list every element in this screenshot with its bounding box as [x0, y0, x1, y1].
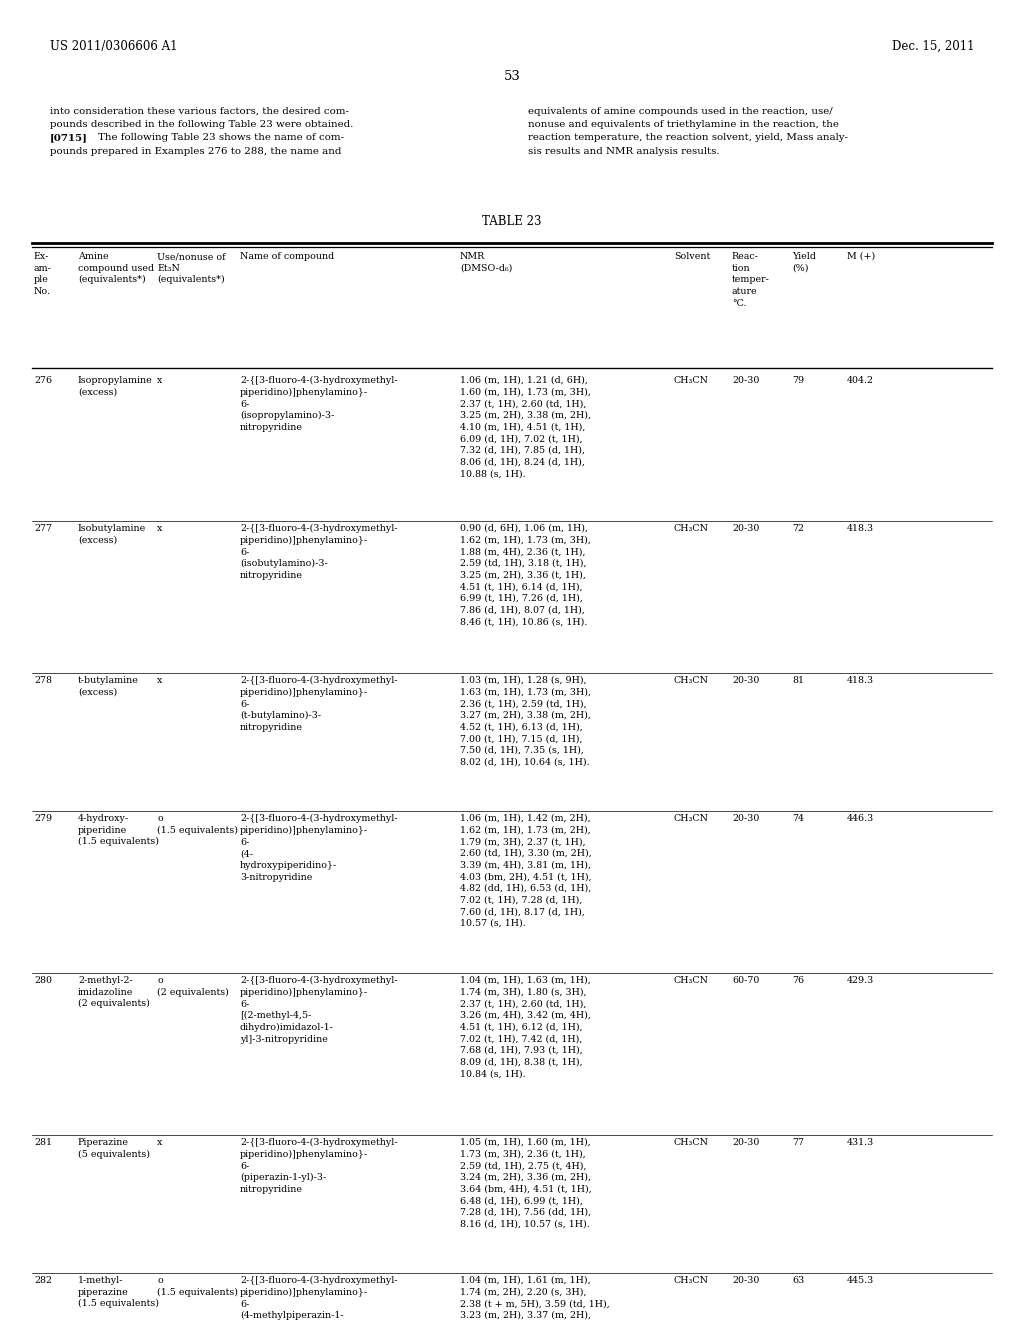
Text: 72: 72	[792, 524, 804, 533]
Text: CH₃CN: CH₃CN	[674, 1276, 709, 1284]
Text: 280: 280	[34, 975, 52, 985]
Text: 77: 77	[792, 1138, 804, 1147]
Text: into consideration these various factors, the desired com-: into consideration these various factors…	[50, 107, 349, 116]
Text: 418.3: 418.3	[847, 676, 874, 685]
Text: 2-{[3-fluoro-4-(3-hydroxymethyl-
piperidino)]phenylamino}-
6-
(4-methylpiperazin: 2-{[3-fluoro-4-(3-hydroxymethyl- piperid…	[240, 1276, 397, 1320]
Text: 1.04 (m, 1H), 1.61 (m, 1H),
1.74 (m, 2H), 2.20 (s, 3H),
2.38 (t + m, 5H), 3.59 (: 1.04 (m, 1H), 1.61 (m, 1H), 1.74 (m, 2H)…	[460, 1276, 609, 1320]
Text: Piperazine
(5 equivalents): Piperazine (5 equivalents)	[78, 1138, 150, 1159]
Text: Use/nonuse of
Et₃N
(equivalents*): Use/nonuse of Et₃N (equivalents*)	[157, 252, 225, 285]
Text: 404.2: 404.2	[847, 376, 874, 385]
Text: 20-30: 20-30	[732, 676, 760, 685]
Text: CH₃CN: CH₃CN	[674, 814, 709, 822]
Text: CH₃CN: CH₃CN	[674, 1138, 709, 1147]
Text: 1.06 (m, 1H), 1.21 (d, 6H),
1.60 (m, 1H), 1.73 (m, 3H),
2.37 (t, 1H), 2.60 (td, : 1.06 (m, 1H), 1.21 (d, 6H), 1.60 (m, 1H)…	[460, 376, 591, 478]
Text: x: x	[157, 524, 163, 533]
Text: CH₃CN: CH₃CN	[674, 975, 709, 985]
Text: sis results and NMR analysis results.: sis results and NMR analysis results.	[528, 147, 720, 156]
Text: Isobutylamine
(excess): Isobutylamine (excess)	[78, 524, 146, 545]
Text: x: x	[157, 676, 163, 685]
Text: 277: 277	[34, 524, 52, 533]
Text: o
(1.5 equivalents): o (1.5 equivalents)	[157, 814, 238, 834]
Text: pounds prepared in Examples 276 to 288, the name and: pounds prepared in Examples 276 to 288, …	[50, 147, 341, 156]
Text: CH₃CN: CH₃CN	[674, 524, 709, 533]
Text: TABLE 23: TABLE 23	[482, 215, 542, 228]
Text: US 2011/0306606 A1: US 2011/0306606 A1	[50, 40, 177, 53]
Text: 2-{[3-fluoro-4-(3-hydroxymethyl-
piperidino)]phenylamino}-
6-
(4-
hydroxypiperid: 2-{[3-fluoro-4-(3-hydroxymethyl- piperid…	[240, 814, 397, 882]
Text: 20-30: 20-30	[732, 524, 760, 533]
Text: 429.3: 429.3	[847, 975, 874, 985]
Text: 1.04 (m, 1H), 1.63 (m, 1H),
1.74 (m, 3H), 1.80 (s, 3H),
2.37 (t, 1H), 2.60 (td, : 1.04 (m, 1H), 1.63 (m, 1H), 1.74 (m, 3H)…	[460, 975, 591, 1078]
Text: Yield
(%): Yield (%)	[792, 252, 816, 273]
Text: o
(1.5 equivalents): o (1.5 equivalents)	[157, 1276, 238, 1296]
Text: Ex-
am-
ple
No.: Ex- am- ple No.	[34, 252, 52, 296]
Text: 76: 76	[792, 975, 804, 985]
Text: 276: 276	[34, 376, 52, 385]
Text: 278: 278	[34, 676, 52, 685]
Text: x: x	[157, 1138, 163, 1147]
Text: Reac-
tion
temper-
ature
°C.: Reac- tion temper- ature °C.	[732, 252, 770, 308]
Text: Isopropylamine
(excess): Isopropylamine (excess)	[78, 376, 153, 396]
Text: Amine
compound used
(equivalents*): Amine compound used (equivalents*)	[78, 252, 155, 285]
Text: 2-{[3-fluoro-4-(3-hydroxymethyl-
piperidino)]phenylamino}-
6-
(isopropylamino)-3: 2-{[3-fluoro-4-(3-hydroxymethyl- piperid…	[240, 376, 397, 432]
Text: equivalents of amine compounds used in the reaction, use/: equivalents of amine compounds used in t…	[528, 107, 833, 116]
Text: 20-30: 20-30	[732, 814, 760, 822]
Text: nonuse and equivalents of triethylamine in the reaction, the: nonuse and equivalents of triethylamine …	[528, 120, 839, 129]
Text: NMR
(DMSO-d₆): NMR (DMSO-d₆)	[460, 252, 512, 273]
Text: 418.3: 418.3	[847, 524, 874, 533]
Text: CH₃CN: CH₃CN	[674, 376, 709, 385]
Text: t-butylamine
(excess): t-butylamine (excess)	[78, 676, 139, 697]
Text: 2-{[3-fluoro-4-(3-hydroxymethyl-
piperidino)]phenylamino}-
6-
(t-butylamino)-3-
: 2-{[3-fluoro-4-(3-hydroxymethyl- piperid…	[240, 676, 397, 733]
Text: 2-{[3-fluoro-4-(3-hydroxymethyl-
piperidino)]phenylamino}-
6-
(piperazin-1-yl)-3: 2-{[3-fluoro-4-(3-hydroxymethyl- piperid…	[240, 1138, 397, 1195]
Text: 282: 282	[34, 1276, 52, 1284]
Text: 1.05 (m, 1H), 1.60 (m, 1H),
1.73 (m, 3H), 2.36 (t, 1H),
2.59 (td, 1H), 2.75 (t, : 1.05 (m, 1H), 1.60 (m, 1H), 1.73 (m, 3H)…	[460, 1138, 592, 1229]
Text: 20-30: 20-30	[732, 1276, 760, 1284]
Text: M (+): M (+)	[847, 252, 876, 261]
Text: reaction temperature, the reaction solvent, yield, Mass analy-: reaction temperature, the reaction solve…	[528, 133, 848, 143]
Text: 60-70: 60-70	[732, 975, 760, 985]
Text: 279: 279	[34, 814, 52, 822]
Text: Solvent: Solvent	[674, 252, 711, 261]
Text: 446.3: 446.3	[847, 814, 874, 822]
Text: 74: 74	[792, 814, 804, 822]
Text: 0.90 (d, 6H), 1.06 (m, 1H),
1.62 (m, 1H), 1.73 (m, 3H),
1.88 (m, 4H), 2.36 (t, 1: 0.90 (d, 6H), 1.06 (m, 1H), 1.62 (m, 1H)…	[460, 524, 591, 626]
Text: 2-{[3-fluoro-4-(3-hydroxymethyl-
piperidino)]phenylamino}-
6-
(isobutylamino)-3-: 2-{[3-fluoro-4-(3-hydroxymethyl- piperid…	[240, 524, 397, 579]
Text: 1.06 (m, 1H), 1.42 (m, 2H),
1.62 (m, 1H), 1.73 (m, 2H),
1.79 (m, 3H), 2.37 (t, 1: 1.06 (m, 1H), 1.42 (m, 2H), 1.62 (m, 1H)…	[460, 814, 592, 928]
Text: 431.3: 431.3	[847, 1138, 874, 1147]
Text: 79: 79	[792, 376, 804, 385]
Text: 2-{[3-fluoro-4-(3-hydroxymethyl-
piperidino)]phenylamino}-
6-
[(2-methyl-4,5-
di: 2-{[3-fluoro-4-(3-hydroxymethyl- piperid…	[240, 975, 397, 1044]
Text: pounds described in the following Table 23 were obtained.: pounds described in the following Table …	[50, 120, 353, 129]
Text: 1-methyl-
piperazine
(1.5 equivalents): 1-methyl- piperazine (1.5 equivalents)	[78, 1276, 159, 1308]
Text: 20-30: 20-30	[732, 1138, 760, 1147]
Text: 2-methyl-2-
imidazoline
(2 equivalents): 2-methyl-2- imidazoline (2 equivalents)	[78, 975, 150, 1008]
Text: 281: 281	[34, 1138, 52, 1147]
Text: 445.3: 445.3	[847, 1276, 874, 1284]
Text: Dec. 15, 2011: Dec. 15, 2011	[892, 40, 974, 53]
Text: Name of compound: Name of compound	[240, 252, 334, 261]
Text: [0715]: [0715]	[50, 133, 88, 143]
Text: o
(2 equivalents): o (2 equivalents)	[157, 975, 229, 997]
Text: 20-30: 20-30	[732, 376, 760, 385]
Text: The following Table 23 shows the name of com-: The following Table 23 shows the name of…	[98, 133, 344, 143]
Text: 63: 63	[792, 1276, 804, 1284]
Text: CH₃CN: CH₃CN	[674, 676, 709, 685]
Text: 53: 53	[504, 70, 520, 83]
Text: 4-hydroxy-
piperidine
(1.5 equivalents): 4-hydroxy- piperidine (1.5 equivalents)	[78, 814, 159, 846]
Text: 1.03 (m, 1H), 1.28 (s, 9H),
1.63 (m, 1H), 1.73 (m, 3H),
2.36 (t, 1H), 2.59 (td, : 1.03 (m, 1H), 1.28 (s, 9H), 1.63 (m, 1H)…	[460, 676, 591, 767]
Text: 81: 81	[792, 676, 804, 685]
Text: x: x	[157, 376, 163, 385]
